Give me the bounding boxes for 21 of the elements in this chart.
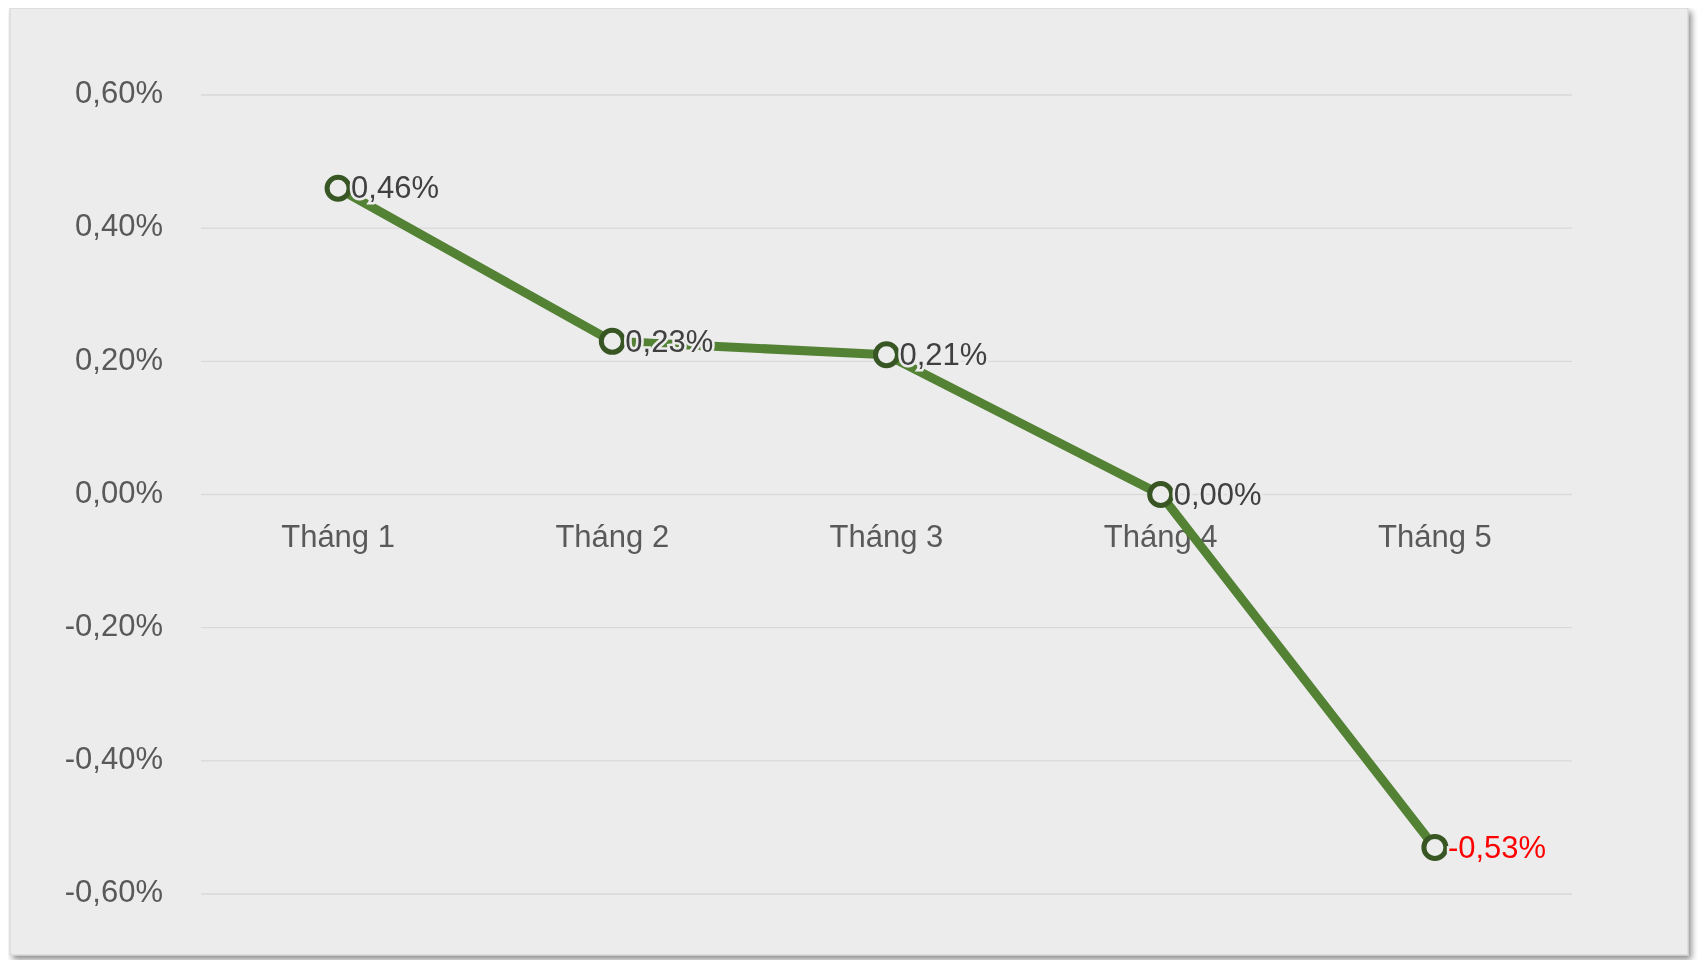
point (324, 174, 352, 202)
x-tick-label: Tháng 3 (829, 518, 944, 554)
y-tick-label: -0,40% (64, 741, 163, 777)
data-label: 0,00% (1173, 476, 1262, 512)
point (1421, 833, 1449, 861)
x-tick-label: Tháng 5 (1378, 518, 1492, 554)
y-tick-label: -0,20% (64, 607, 163, 643)
x-tick-label: Tháng 1 (281, 518, 395, 554)
x-tick-label: Tháng 4 (1103, 518, 1218, 554)
data-label: -0,53% (1447, 829, 1547, 865)
x-tick-label: Tháng 2 (555, 518, 670, 554)
y-tick-label: 0,00% (75, 474, 163, 510)
point (873, 341, 900, 369)
data-label: 0,21% (899, 336, 988, 372)
point (1147, 481, 1175, 508)
y-tick-label: 0,40% (75, 208, 163, 244)
y-tick-label: 0,60% (75, 75, 163, 111)
y-tick-label: -0,60% (64, 874, 163, 910)
point (598, 327, 626, 355)
y-tick-label: 0,20% (75, 341, 163, 377)
data-label: 0,46% (351, 170, 440, 206)
